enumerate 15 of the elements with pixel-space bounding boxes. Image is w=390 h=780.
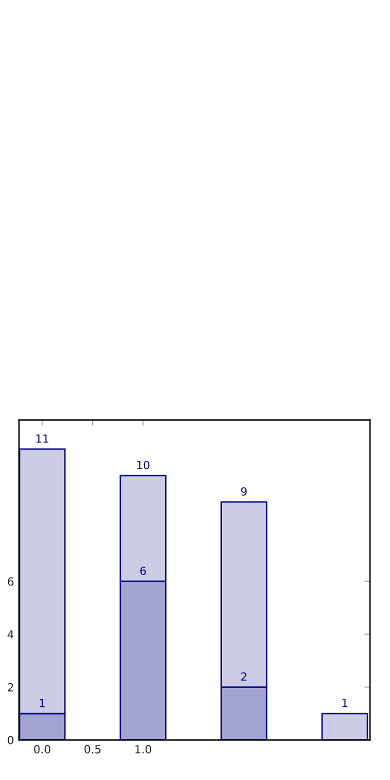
x-tick-label: 1.0 (135, 745, 152, 754)
x-tick-label: 0.5 (84, 745, 100, 754)
data-label: 6 (140, 566, 146, 576)
total-label: 9 (241, 487, 247, 496)
y-tick-label: 4 (8, 630, 14, 638)
x-tick-label: 0.0 (34, 745, 50, 754)
data-label: 2 (241, 672, 246, 681)
y-tick-label: 0 (8, 736, 14, 744)
total-label: 11 (36, 434, 48, 443)
total-label: 1 (342, 698, 348, 708)
total-label: 10 (137, 460, 150, 470)
data-label: 1 (40, 698, 45, 708)
y-tick-label: 2 (8, 683, 14, 692)
y-tick-label: 6 (8, 577, 14, 586)
bar (321, 712, 368, 740)
